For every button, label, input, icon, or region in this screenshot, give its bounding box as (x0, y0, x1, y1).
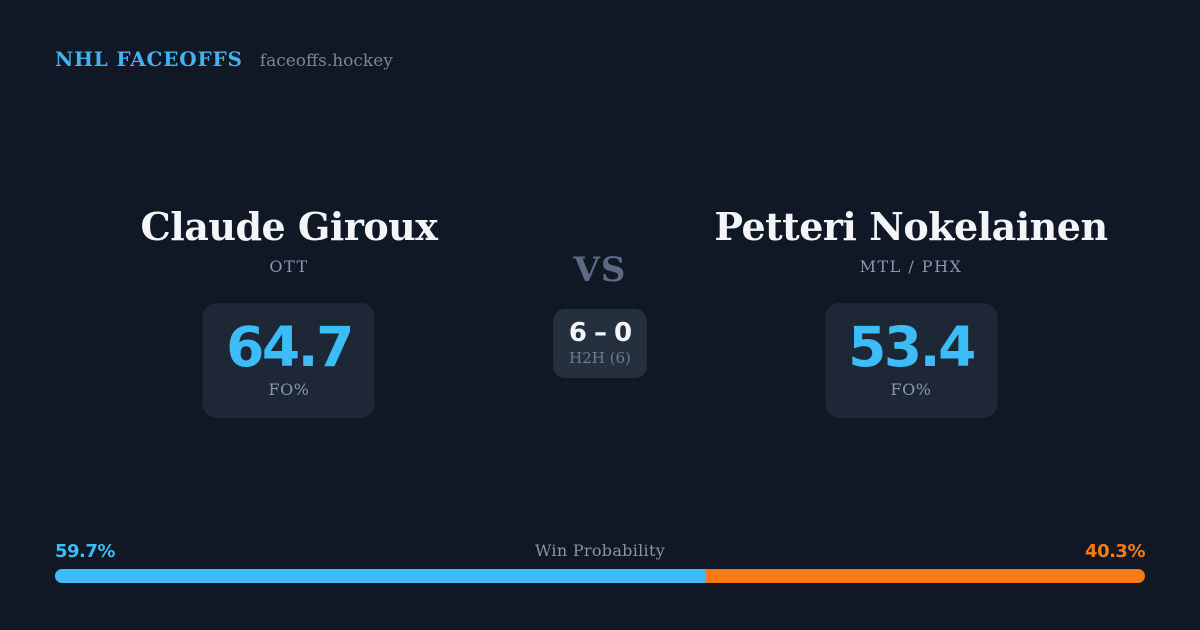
win-probability-left-pct: 59.7% (55, 541, 115, 562)
player-column-left: Claude Giroux OTT 64.7 FO% (140, 204, 438, 418)
win-probability-bar-left-segment (55, 569, 706, 583)
head-to-head-label: H2H (6) (569, 348, 631, 367)
vs-column: VS 6 – 0 H2H (6) (553, 250, 647, 378)
faceoff-pct-value: 64.7 (226, 315, 354, 380)
player-column-right: Petteri Nokelainen MTL / PHX 53.4 FO% (714, 204, 1108, 418)
head-to-head-score: 6 – 0 (568, 317, 632, 348)
faceoff-pct-label: FO% (890, 380, 932, 400)
faceoff-pct-card: 53.4 FO% (825, 302, 997, 418)
header: NHL FACEOFFS faceoffs.hockey (55, 47, 393, 71)
player-teams: OTT (269, 256, 309, 276)
win-probability-labels: 59.7% Win Probability 40.3% (55, 541, 1145, 563)
win-probability-title: Win Probability (534, 541, 666, 560)
player-name: Claude Giroux (140, 204, 438, 249)
player-teams: MTL / PHX (859, 256, 963, 276)
win-probability-right-pct: 40.3% (1085, 541, 1145, 562)
win-probability-section: 59.7% Win Probability 40.3% (55, 541, 1145, 583)
player-name: Petteri Nokelainen (714, 204, 1108, 249)
brand-title: NHL FACEOFFS (55, 47, 243, 71)
win-probability-bar (55, 569, 1145, 583)
faceoff-pct-label: FO% (268, 380, 310, 400)
head-to-head-card: 6 – 0 H2H (6) (553, 308, 647, 378)
vs-label: VS (573, 250, 627, 290)
win-probability-bar-right-segment (705, 569, 1145, 583)
faceoff-pct-value: 53.4 (848, 315, 976, 380)
faceoff-pct-card: 64.7 FO% (202, 302, 375, 418)
site-url: faceoffs.hockey (259, 51, 393, 71)
